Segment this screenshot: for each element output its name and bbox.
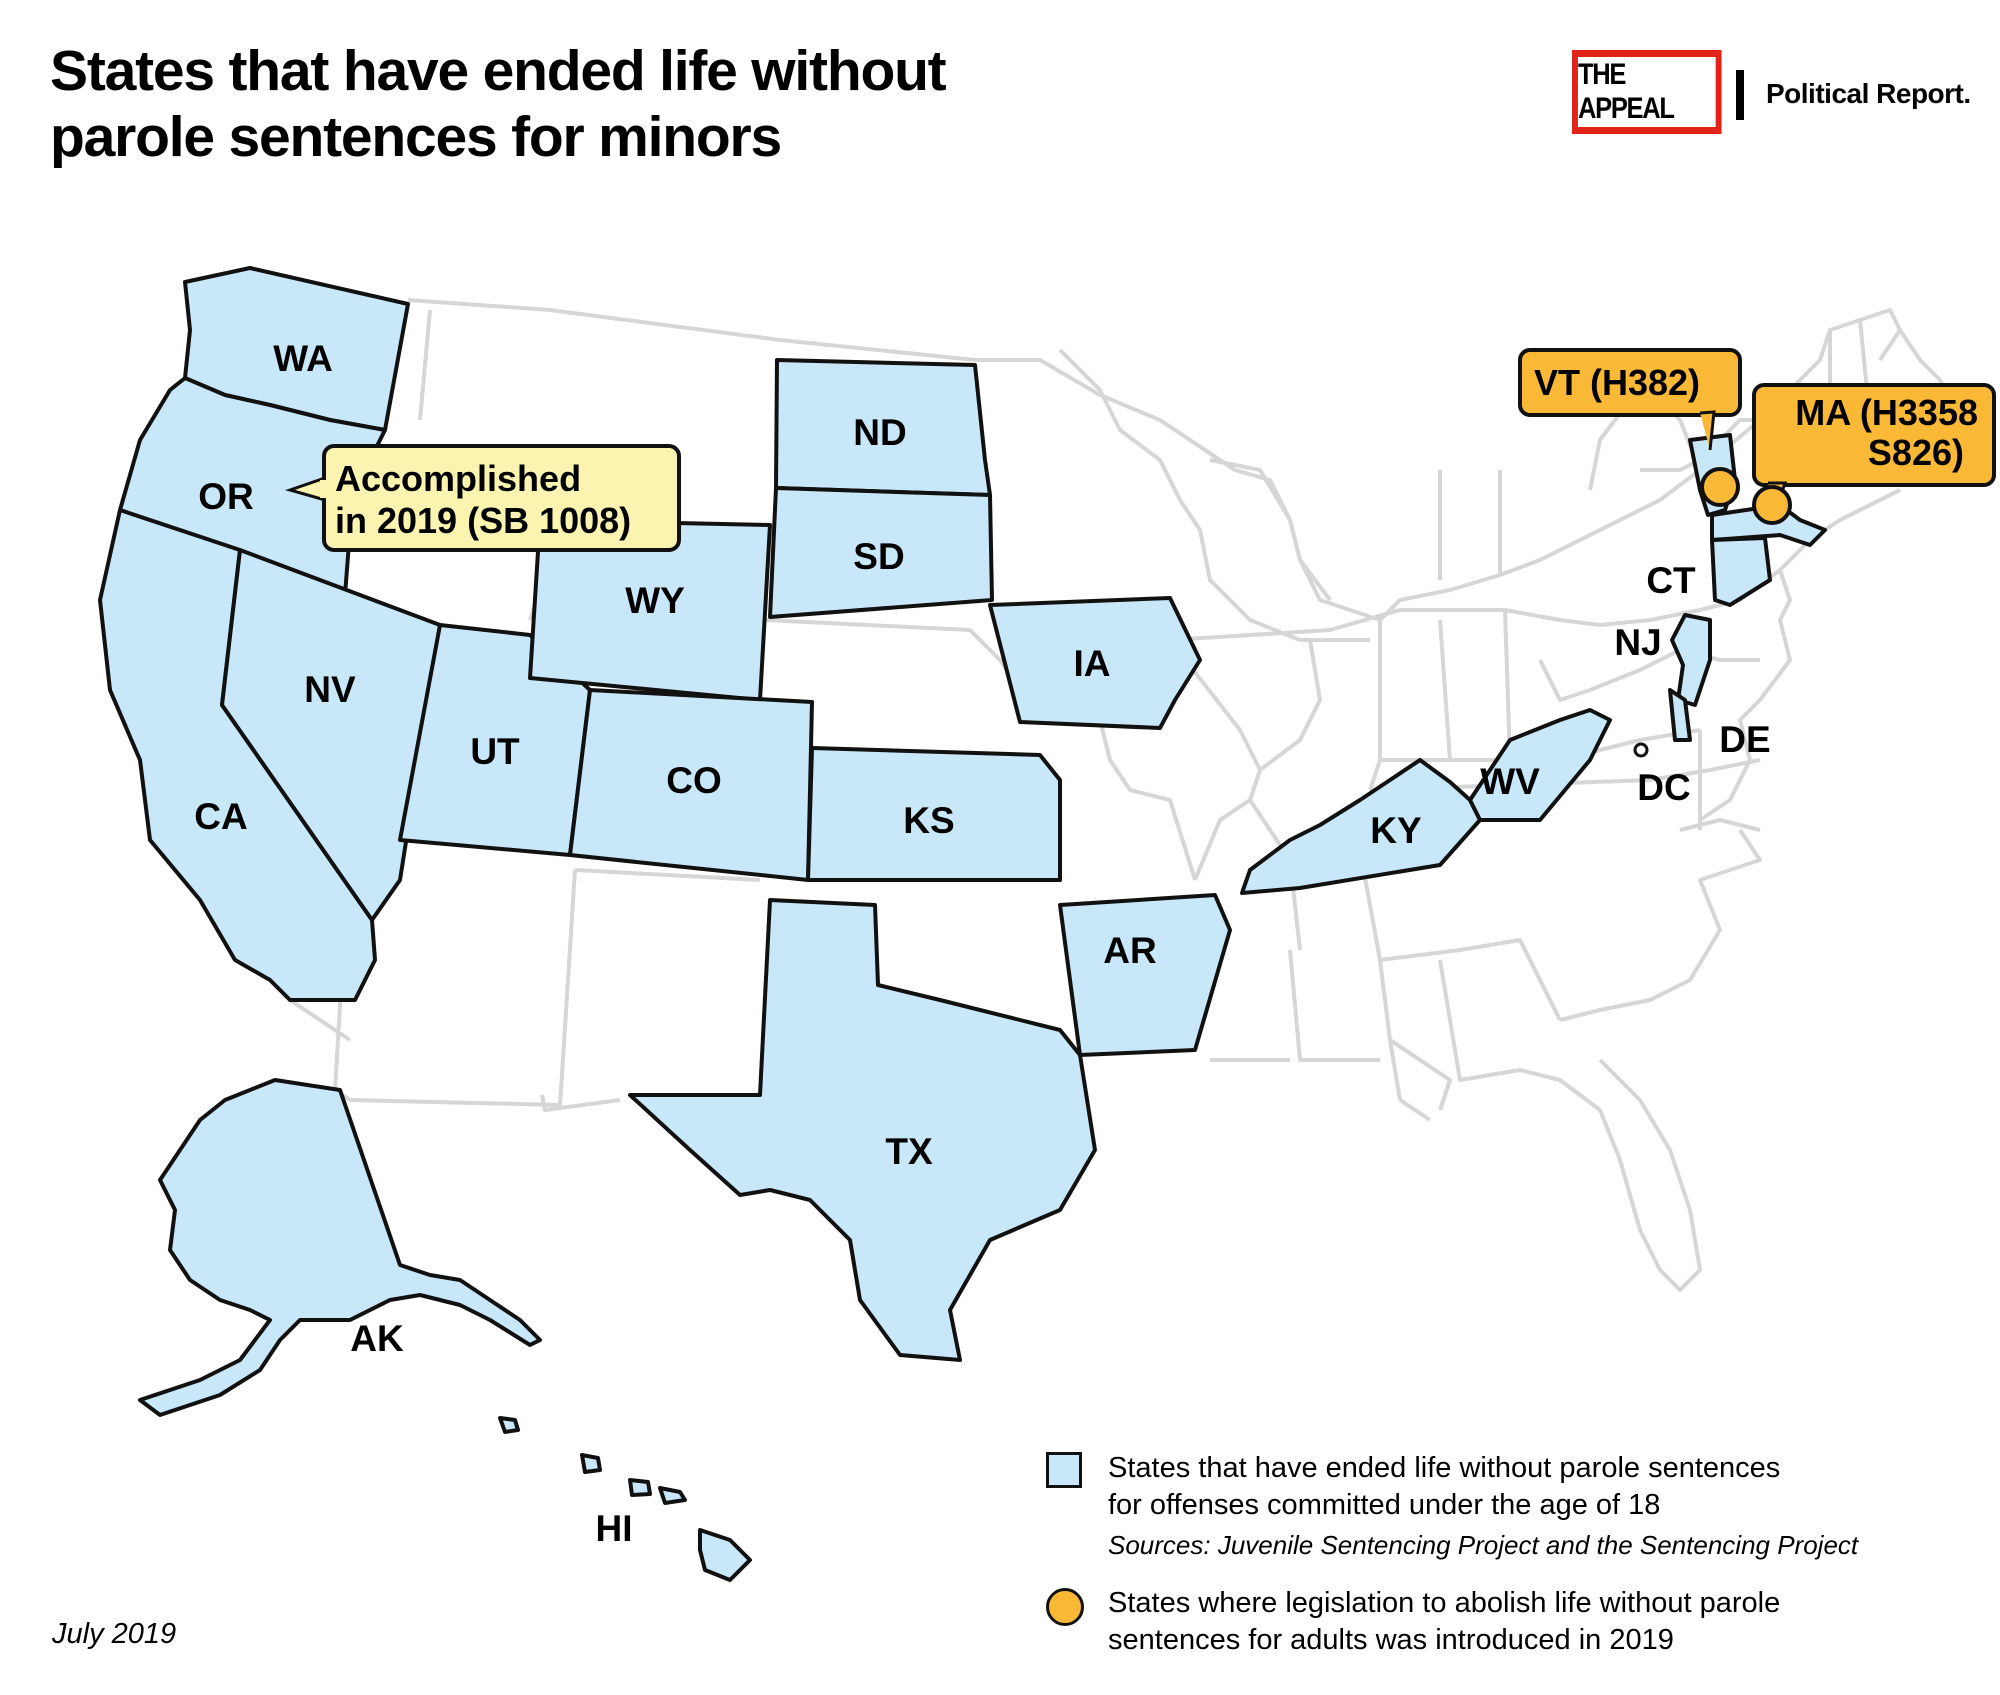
label-co: CO — [666, 760, 722, 801]
state-nj — [1670, 613, 1712, 707]
oregon-callout-line2: in 2019 (SB 1008) — [335, 500, 631, 541]
date-label: July 2019 — [52, 1618, 177, 1650]
map-title: States that have ended life without paro… — [50, 38, 1050, 170]
legend-dot-swatch — [1046, 1588, 1084, 1626]
state-de — [1668, 688, 1692, 742]
label-or: OR — [198, 476, 254, 517]
state-ky — [1240, 758, 1482, 895]
label-tx: TX — [885, 1131, 933, 1172]
legend-sources: Sources: Juvenile Sentencing Project and… — [1108, 1530, 1859, 1560]
highlighted-states — [98, 266, 1827, 1582]
legend-dot-text: States where legislation to abolish life… — [1108, 1585, 1780, 1659]
logo-corner-accent — [1736, 70, 1744, 120]
label-dc: DC — [1637, 767, 1690, 808]
state-tx — [628, 898, 1097, 1362]
legend-dot-line2: sentences for adults was introduced in 2… — [1108, 1624, 1674, 1656]
state-wv — [1468, 708, 1612, 822]
legend-dot-line1: States where legislation to abolish life… — [1108, 1587, 1781, 1619]
vt-callout-text: VT (H382) — [1534, 362, 1700, 403]
ma-callout-line2: S826) — [1868, 432, 1964, 473]
the-appeal-logo: THE APPEAL — [1572, 50, 1722, 134]
label-hi: HI — [596, 1508, 633, 1549]
label-ca: CA — [194, 796, 247, 837]
state-nd — [774, 358, 992, 497]
title-line-1: States that have ended life without — [50, 39, 947, 103]
ma-callout-line1: MA (H3358 — [1795, 392, 1978, 433]
state-ak — [138, 1078, 542, 1417]
legend-square-swatch — [1046, 1452, 1082, 1488]
dc-marker — [1633, 742, 1649, 758]
state-sd — [768, 486, 994, 619]
label-ia: IA — [1074, 643, 1111, 684]
oregon-callout-line1: Accomplished — [335, 458, 581, 499]
label-ar: AR — [1103, 930, 1156, 971]
legend-square-line1: States that have ended life without paro… — [1108, 1452, 1781, 1484]
state-nv — [220, 548, 442, 922]
label-wy: WY — [625, 580, 685, 621]
legend-square-text: States that have ended life without paro… — [1108, 1450, 1780, 1524]
state-ia — [988, 596, 1202, 730]
label-ut: UT — [470, 731, 520, 772]
title-line-2: parole sentences for minors — [50, 105, 782, 169]
label-nv: NV — [304, 669, 356, 710]
label-ky: KY — [1370, 810, 1422, 851]
political-report-text: Political Report. — [1766, 78, 1971, 109]
vt-callout: VT (H382) — [1518, 348, 1742, 507]
label-de: DE — [1719, 719, 1770, 760]
state-hi — [498, 1416, 752, 1582]
state-labels: WA OR CA NV UT WY CO ND SD KS IA AR TX K… — [194, 338, 1770, 1549]
legend-square-line2: for offenses committed under the age of … — [1108, 1489, 1661, 1521]
label-sd: SD — [853, 536, 904, 577]
label-ak: AK — [350, 1318, 404, 1359]
vt-marker — [1700, 467, 1740, 507]
state-ks — [806, 746, 1062, 882]
state-ar — [1058, 893, 1232, 1057]
state-ct — [1710, 536, 1772, 607]
oregon-callout: Accomplished in 2019 (SB 1008) — [284, 444, 681, 552]
label-wa: WA — [273, 338, 333, 379]
label-ct: CT — [1646, 560, 1696, 601]
label-nj: NJ — [1614, 622, 1661, 663]
ma-callout: MA (H3358 S826) — [1752, 383, 1996, 525]
label-ks: KS — [903, 800, 954, 841]
label-wv: WV — [1480, 761, 1540, 802]
label-nd: ND — [853, 412, 906, 453]
ma-marker — [1752, 485, 1792, 525]
